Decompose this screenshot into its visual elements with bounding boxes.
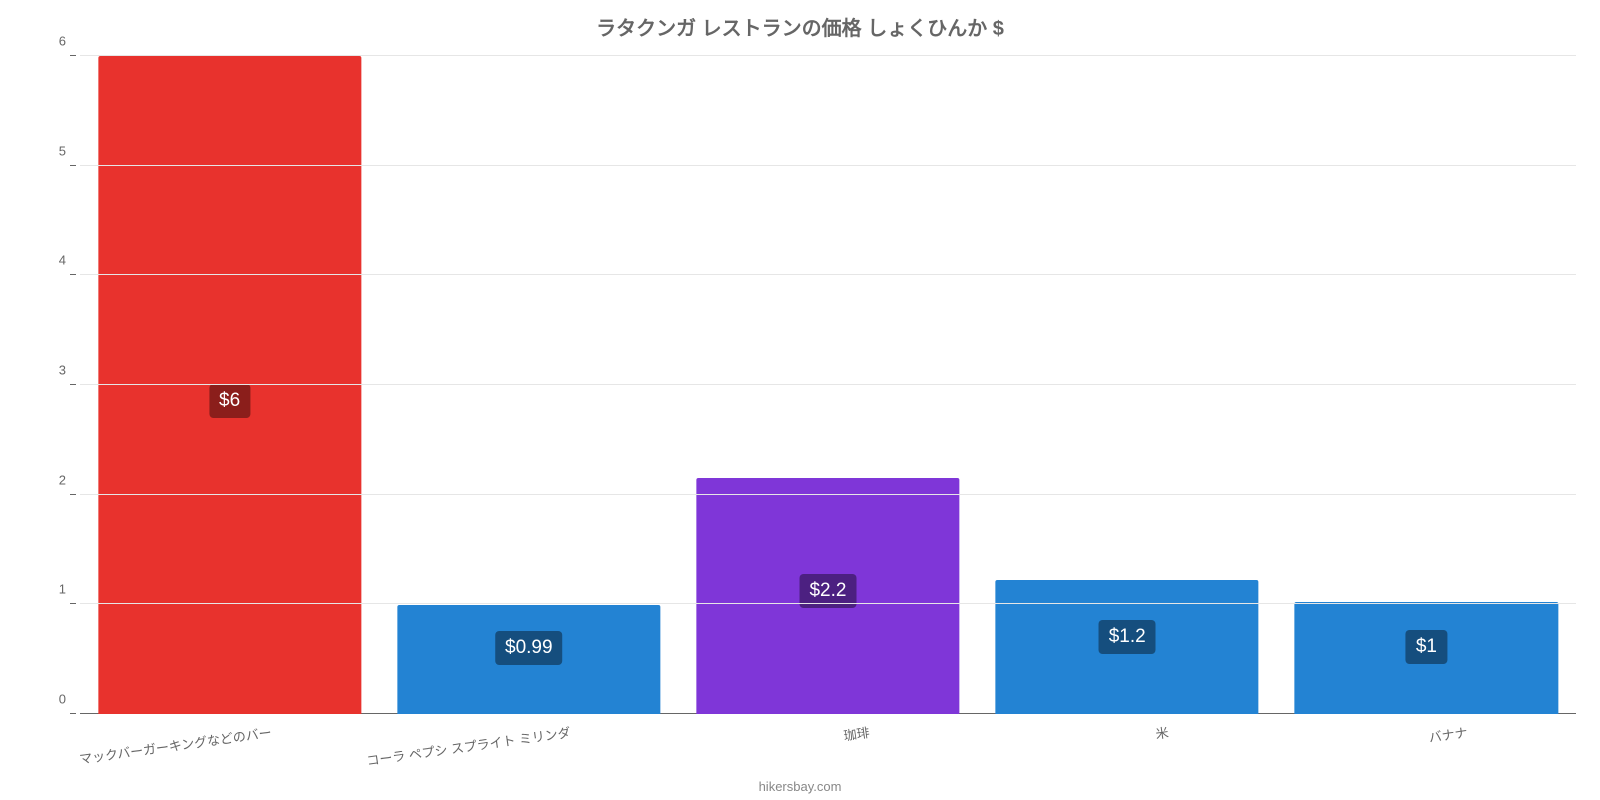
y-tick	[70, 55, 76, 56]
bar-slot: $2.2	[678, 56, 977, 714]
y-tick	[70, 274, 76, 275]
gridline	[80, 603, 1576, 604]
y-tick-label: 6	[32, 34, 66, 49]
x-tick-label: バナナ	[1428, 722, 1469, 746]
bar-slot: $1.2	[978, 56, 1277, 714]
x-tick-label: 珈琲	[842, 722, 870, 744]
y-tick-label: 1	[32, 582, 66, 597]
y-tick	[70, 165, 76, 166]
bar-slot: $0.99	[379, 56, 678, 714]
y-tick-label: 4	[32, 253, 66, 268]
y-tick-label: 3	[32, 363, 66, 378]
y-tick	[70, 384, 76, 385]
y-tick	[70, 494, 76, 495]
x-tick-label: 米	[1154, 722, 1170, 743]
bars-container: $6 $0.99 $2.2 $1.2 $1	[80, 56, 1576, 714]
gridline	[80, 384, 1576, 385]
y-tick	[70, 713, 76, 714]
x-tick-label: マックバーガーキングなどのバー	[78, 722, 273, 768]
x-tick-label: コーラ ペプシ スプライト ミリンダ	[365, 722, 571, 769]
gridline	[80, 165, 1576, 166]
chart-plot: $6$0.99$2.2$1.2$1 0123456	[80, 56, 1576, 714]
y-tick-label: 5	[32, 143, 66, 158]
gridline	[80, 494, 1576, 495]
y-tick	[70, 603, 76, 604]
bar-value-badge: $1	[1406, 630, 1447, 664]
bar-slot: $6	[80, 56, 379, 714]
bar-slot: $1	[1277, 56, 1576, 714]
bar-value-badge: $1.2	[1099, 620, 1156, 654]
gridline	[80, 55, 1576, 56]
chart-title: ラタクンガ レストランの価格 しょくひんか $	[0, 0, 1600, 41]
attribution-text: hikersbay.com	[0, 779, 1600, 794]
gridline	[80, 274, 1576, 275]
y-tick-label: 0	[32, 692, 66, 707]
bar-value-badge: $0.99	[495, 631, 563, 665]
y-tick-label: 2	[32, 472, 66, 487]
bar-value-badge: $6	[209, 384, 250, 418]
